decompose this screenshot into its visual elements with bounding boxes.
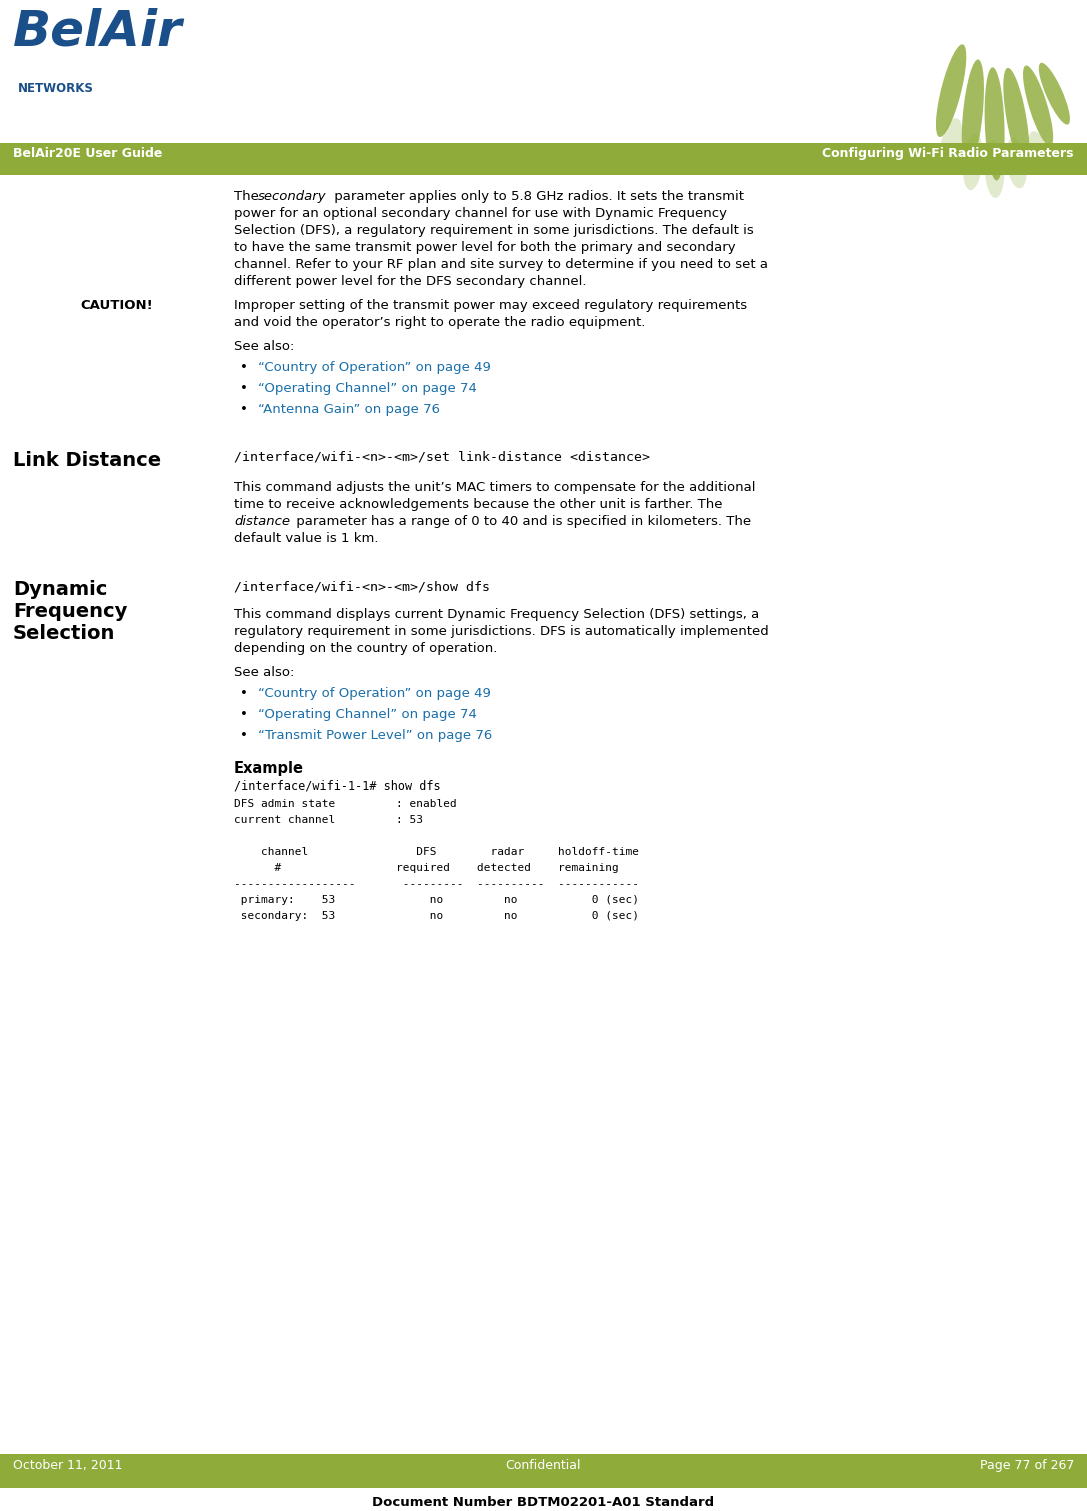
Text: CAUTION!: CAUTION! <box>80 299 153 311</box>
Text: parameter applies only to 5.8 GHz radios. It sets the transmit: parameter applies only to 5.8 GHz radios… <box>330 190 744 202</box>
Text: secondary:  53              no         no           0 (sec): secondary: 53 no no 0 (sec) <box>234 911 639 922</box>
Text: regulatory requirement in some jurisdictions. DFS is automatically implemented: regulatory requirement in some jurisdict… <box>234 626 769 638</box>
Text: “Operating Channel” on page 74: “Operating Channel” on page 74 <box>258 709 477 721</box>
Text: primary:    53              no         no           0 (sec): primary: 53 no no 0 (sec) <box>234 895 639 905</box>
Text: •: • <box>240 403 248 416</box>
Text: “Antenna Gain” on page 76: “Antenna Gain” on page 76 <box>258 403 440 416</box>
Text: /interface/wifi-<n>-<m>/set link-distance <distance>: /interface/wifi-<n>-<m>/set link-distanc… <box>234 450 650 464</box>
Ellipse shape <box>962 59 984 168</box>
Ellipse shape <box>1028 131 1048 171</box>
Text: BelAir: BelAir <box>13 8 183 56</box>
Bar <box>0 1454 1087 1488</box>
Ellipse shape <box>936 44 966 138</box>
Ellipse shape <box>985 68 1004 180</box>
Text: See also:: See also: <box>234 666 295 678</box>
Text: /interface/wifi-<n>-<m>/show dfs: /interface/wifi-<n>-<m>/show dfs <box>234 580 490 592</box>
Text: Link Distance: Link Distance <box>13 450 161 470</box>
Text: Selection: Selection <box>13 624 115 644</box>
Ellipse shape <box>1039 63 1070 124</box>
Text: “Transmit Power Level” on page 76: “Transmit Power Level” on page 76 <box>258 728 492 742</box>
Ellipse shape <box>1003 68 1029 168</box>
Ellipse shape <box>963 133 983 190</box>
Text: •: • <box>240 709 248 721</box>
Text: The: The <box>234 190 263 202</box>
Text: Configuring Wi-Fi Radio Parameters: Configuring Wi-Fi Radio Parameters <box>823 147 1074 160</box>
Text: DFS admin state         : enabled: DFS admin state : enabled <box>234 799 457 808</box>
Text: ------------------       ---------  ----------  ------------: ------------------ --------- ---------- … <box>234 879 639 888</box>
Text: Improper setting of the transmit power may exceed regulatory requirements: Improper setting of the transmit power m… <box>234 299 747 311</box>
Text: •: • <box>240 361 248 375</box>
Ellipse shape <box>940 118 962 169</box>
Text: •: • <box>240 382 248 394</box>
Text: “Country of Operation” on page 49: “Country of Operation” on page 49 <box>258 688 491 700</box>
Text: different power level for the DFS secondary channel.: different power level for the DFS second… <box>234 275 587 289</box>
Ellipse shape <box>1023 65 1053 147</box>
Text: BelAir20E User Guide: BelAir20E User Guide <box>13 147 162 160</box>
Text: /interface/wifi-1-1# show dfs: /interface/wifi-1-1# show dfs <box>234 780 440 793</box>
Text: •: • <box>240 728 248 742</box>
Text: Page 77 of 267: Page 77 of 267 <box>979 1460 1074 1472</box>
Text: Example: Example <box>234 762 304 777</box>
Text: current channel         : 53: current channel : 53 <box>234 814 423 825</box>
Bar <box>0 144 1087 175</box>
Text: channel. Refer to your RF plan and site survey to determine if you need to set a: channel. Refer to your RF plan and site … <box>234 258 769 270</box>
Text: power for an optional secondary channel for use with Dynamic Frequency: power for an optional secondary channel … <box>234 207 727 221</box>
Text: secondary: secondary <box>258 190 326 202</box>
Text: This command displays current Dynamic Frequency Selection (DFS) settings, a: This command displays current Dynamic Fr… <box>234 607 759 621</box>
Text: Document Number BDTM02201-A01 Standard: Document Number BDTM02201-A01 Standard <box>373 1496 714 1509</box>
Text: parameter has a range of 0 to 40 and is specified in kilometers. The: parameter has a range of 0 to 40 and is … <box>292 515 751 527</box>
Text: See also:: See also: <box>234 340 295 354</box>
Text: Dynamic: Dynamic <box>13 580 108 598</box>
Text: #                 required    detected    remaining: # required detected remaining <box>234 863 619 873</box>
Text: “Operating Channel” on page 74: “Operating Channel” on page 74 <box>258 382 477 394</box>
Ellipse shape <box>985 141 1004 198</box>
Text: “Country of Operation” on page 49: “Country of Operation” on page 49 <box>258 361 491 375</box>
Text: and void the operator’s right to operate the radio equipment.: and void the operator’s right to operate… <box>234 316 646 329</box>
Text: distance: distance <box>234 515 290 527</box>
Text: Frequency: Frequency <box>13 601 127 621</box>
Text: depending on the country of operation.: depending on the country of operation. <box>234 642 498 654</box>
Text: This command adjusts the unit’s MAC timers to compensate for the additional: This command adjusts the unit’s MAC time… <box>234 480 755 494</box>
Text: channel                DFS        radar     holdoff-time: channel DFS radar holdoff-time <box>234 848 639 857</box>
Text: •: • <box>240 688 248 700</box>
Text: to have the same transmit power level for both the primary and secondary: to have the same transmit power level fo… <box>234 240 736 254</box>
Text: NETWORKS: NETWORKS <box>17 82 93 95</box>
Text: October 11, 2011: October 11, 2011 <box>13 1460 123 1472</box>
Text: time to receive acknowledgements because the other unit is farther. The: time to receive acknowledgements because… <box>234 499 723 511</box>
Text: Selection (DFS), a regulatory requirement in some jurisdictions. The default is: Selection (DFS), a regulatory requiremen… <box>234 224 753 237</box>
Ellipse shape <box>1005 138 1027 189</box>
Text: Confidential: Confidential <box>505 1460 582 1472</box>
Text: default value is 1 km.: default value is 1 km. <box>234 532 378 545</box>
